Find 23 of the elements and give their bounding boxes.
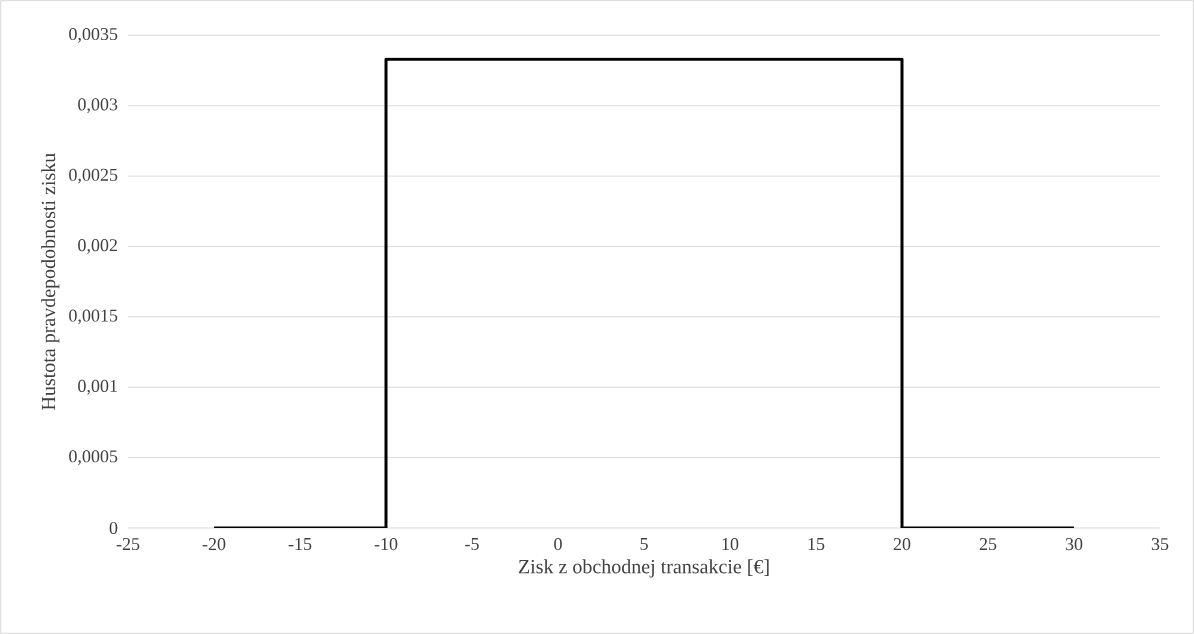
x-tick-label: -25 [116,538,140,551]
y-tick-label: 0,0025 [69,168,118,184]
y-tick-label: 0,002 [78,239,117,254]
x-tick-label: 10 [722,538,739,551]
y-tick-label: 0,0035 [69,27,118,43]
x-tick-label: 0 [554,538,562,551]
x-tick-label: -20 [202,538,226,551]
y-tick-label: 0,0005 [69,450,118,465]
x-tick-label: 30 [1065,538,1083,551]
y-tick-label: 0,001 [78,379,117,395]
y-tick-label: 0,0015 [69,309,118,325]
x-tick-label: 25 [979,538,997,551]
y-axis-title: Hustota pravdepodobnosti zisku [41,153,60,410]
y-tick-label: 0 [109,521,118,535]
x-tick-label: 20 [893,538,911,551]
x-tick-label: 15 [808,538,825,551]
x-tick-label: 5 [640,538,648,550]
x-tick-label: 35 [1151,538,1169,551]
y-tick-label: 0,003 [78,98,118,114]
x-tick-label: -5 [465,538,479,550]
x-axis-title: Zisk z obchodnej transakcie [€] [518,559,769,578]
x-tick-label: -10 [374,538,398,551]
x-tick-label: -15 [288,538,312,551]
